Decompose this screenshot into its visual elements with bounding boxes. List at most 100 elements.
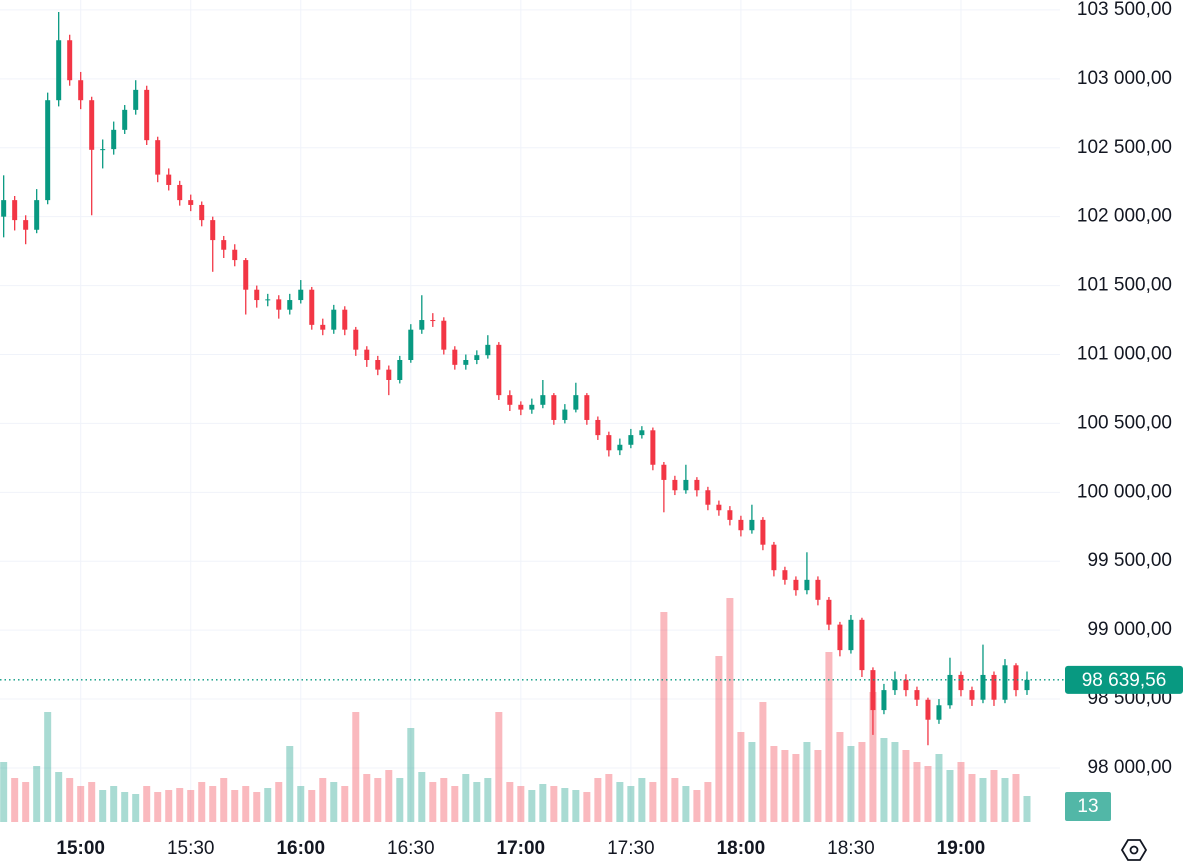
candle-body <box>155 140 161 175</box>
candle-body <box>276 299 282 310</box>
candle-body <box>144 89 150 141</box>
volume-bar <box>55 772 63 822</box>
candle-body <box>386 369 392 380</box>
y-tick-label: 100 500,00 <box>1077 412 1172 433</box>
x-tick-label: 19:00 <box>937 838 986 859</box>
volume-bar <box>275 782 283 822</box>
candle-body <box>364 349 370 361</box>
volume-bar <box>946 770 954 822</box>
volume-bar <box>748 742 756 822</box>
last-volume-label: 13 <box>1077 796 1098 817</box>
volume-bar <box>715 656 723 822</box>
candle-body <box>551 395 557 420</box>
volume-bar <box>143 786 151 822</box>
volume-bar <box>770 746 778 822</box>
volume-pane <box>0 598 1031 822</box>
y-tick-label: 102 000,00 <box>1077 206 1172 227</box>
volume-bar <box>330 782 338 822</box>
settings-button[interactable] <box>1120 839 1148 861</box>
candle-body <box>1 200 7 217</box>
settings-icon-dot <box>1129 845 1139 855</box>
candle-body <box>89 100 95 150</box>
volume-bar <box>264 788 272 822</box>
volume-bar <box>308 790 316 822</box>
candle-body <box>628 435 634 445</box>
volume-bar <box>649 782 657 822</box>
candle-body <box>375 360 381 370</box>
x-tick-label: 16:30 <box>387 838 435 859</box>
volume-bar <box>286 746 294 822</box>
volume-bar <box>429 782 437 822</box>
volume-bar <box>825 652 833 822</box>
candle-body <box>870 670 876 711</box>
candle-body <box>980 674 986 700</box>
volume-bar <box>44 712 52 822</box>
candle-body <box>133 89 139 110</box>
candle-body <box>683 479 689 491</box>
candles <box>1 11 1030 746</box>
volume-bar <box>418 772 426 822</box>
volume-bar <box>891 742 899 822</box>
volume-bar <box>539 784 547 822</box>
candle-body <box>463 360 469 365</box>
y-tick-label: 103 000,00 <box>1077 68 1172 89</box>
volume-bar <box>132 794 140 822</box>
x-tick-label: 18:30 <box>827 838 875 859</box>
candle-body <box>100 149 106 151</box>
candle-body <box>419 320 425 330</box>
y-tick-label: 99 000,00 <box>1087 619 1172 640</box>
volume-bar <box>220 778 228 822</box>
volume-bar <box>319 778 327 822</box>
volume-bar <box>253 792 261 822</box>
candle-body <box>474 355 480 361</box>
volume-bar <box>0 762 8 822</box>
candle-body <box>672 479 678 491</box>
volume-bar <box>880 738 888 822</box>
volume-bar <box>660 612 668 822</box>
volume-bar <box>638 778 646 822</box>
volume-bar <box>1023 796 1031 822</box>
candle-body <box>56 40 62 101</box>
volume-bar <box>22 782 30 822</box>
candle-body <box>320 324 326 330</box>
candle-body <box>826 599 832 625</box>
candle-body <box>45 100 51 201</box>
volume-bar <box>737 732 745 822</box>
candle-body <box>342 309 348 330</box>
candle-body <box>287 300 293 310</box>
volume-bar <box>847 746 855 822</box>
volume-bar <box>583 792 591 822</box>
volume-bar <box>187 790 195 822</box>
volume-bar <box>352 712 360 822</box>
candle-body <box>760 519 766 545</box>
volume-bar <box>990 770 998 822</box>
volume-bar <box>517 786 525 822</box>
volume-bar <box>528 790 536 822</box>
volume-bar <box>231 790 239 822</box>
candle-body <box>188 200 194 205</box>
volume-bar <box>616 782 624 822</box>
candle-body <box>23 220 29 230</box>
volume-bar <box>484 778 492 822</box>
y-tick-label: 100 000,00 <box>1077 481 1172 502</box>
candle-body <box>210 220 216 241</box>
candle-body <box>859 619 865 671</box>
settings-icon[interactable] <box>1120 839 1148 861</box>
candle-body <box>804 579 810 591</box>
y-tick-label: 98 000,00 <box>1087 757 1172 778</box>
x-tick-label: 17:00 <box>497 838 546 859</box>
candle-body <box>199 204 205 221</box>
last-volume-badge <box>1065 792 1111 821</box>
candle-body <box>727 510 733 520</box>
candle-body <box>166 174 172 185</box>
volume-bar <box>11 778 19 822</box>
candle-body <box>705 490 711 505</box>
candle-body <box>1024 679 1030 691</box>
volume-bar <box>759 702 767 822</box>
candle-body <box>34 200 40 230</box>
volume-bar <box>968 774 976 822</box>
y-tick-label: 103 500,00 <box>1077 0 1172 20</box>
volume-bar <box>385 770 393 822</box>
volume-bar <box>1012 774 1020 822</box>
volume-bar <box>836 732 844 822</box>
